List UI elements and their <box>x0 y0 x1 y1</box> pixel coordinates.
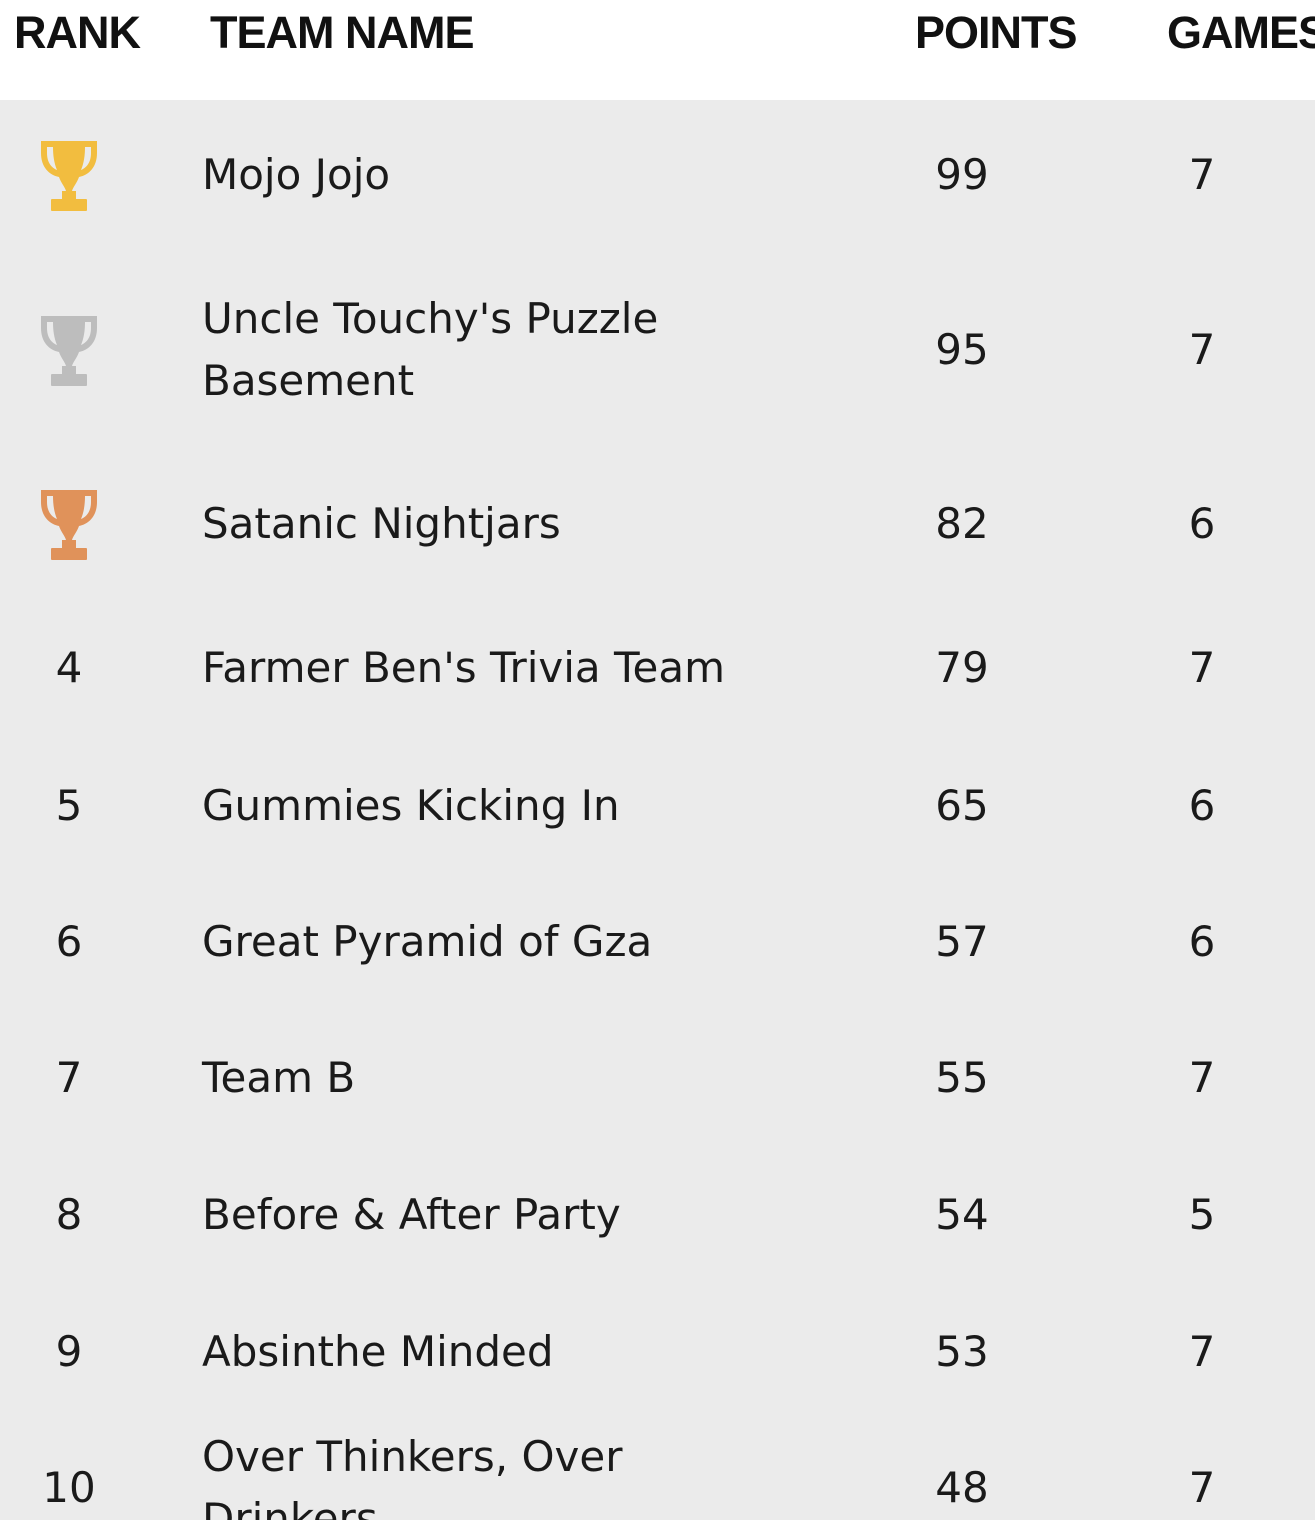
header-rank: RANK <box>14 7 141 58</box>
games-value: 7 <box>1188 1463 1216 1512</box>
header-team-name: TEAM NAME <box>210 7 474 58</box>
team-name: Absinthe Minded <box>202 1327 554 1376</box>
header-games: GAMES <box>1167 7 1315 58</box>
rank-number: 9 <box>55 1327 83 1376</box>
rank-number: 7 <box>55 1053 83 1102</box>
games-value: 7 <box>1188 643 1216 692</box>
table-row: 10 Over Thinkers, Over Drinkers 48 7 <box>0 1420 1315 1520</box>
table-row: 4 Farmer Ben's Trivia Team 79 7 <box>0 598 1315 738</box>
games-value: 6 <box>1188 917 1216 966</box>
points-value: 82 <box>935 499 989 548</box>
team-name: Before & After Party <box>202 1190 621 1239</box>
team-name: Satanic Nightjars <box>202 499 561 548</box>
points-value: 53 <box>935 1327 989 1376</box>
leaderboard-header: RANK TEAM NAME POINTS GAMES <box>0 0 1315 100</box>
rank-number: 6 <box>55 917 83 966</box>
rank-cell <box>18 100 120 250</box>
table-row: 6 Great Pyramid of Gza 57 6 <box>0 874 1315 1010</box>
games-value: 6 <box>1188 781 1216 830</box>
table-row: 9 Absinthe Minded 53 7 <box>0 1284 1315 1420</box>
team-name: Uncle Touchy's Puzzle Basement <box>202 294 659 405</box>
team-name: Team B <box>202 1053 356 1102</box>
games-value: 7 <box>1188 1053 1216 1102</box>
silver-trophy-icon <box>37 312 101 388</box>
points-value: 54 <box>935 1190 989 1239</box>
games-value: 7 <box>1188 1327 1216 1376</box>
points-value: 99 <box>935 150 989 199</box>
games-value: 7 <box>1188 150 1216 199</box>
bronze-trophy-icon <box>37 486 101 562</box>
gold-trophy-icon <box>37 137 101 213</box>
rank-cell <box>18 450 120 598</box>
rank-number: 10 <box>42 1463 96 1512</box>
points-value: 95 <box>935 325 989 374</box>
table-row: Satanic Nightjars 82 6 <box>0 450 1315 598</box>
table-row: 8 Before & After Party 54 5 <box>0 1146 1315 1284</box>
team-name: Gummies Kicking In <box>202 781 620 830</box>
team-name: Farmer Ben's Trivia Team <box>202 643 726 692</box>
table-row: 5 Gummies Kicking In 65 6 <box>0 738 1315 874</box>
rank-number: 5 <box>55 781 83 830</box>
table-row: 7 Team B 55 7 <box>0 1010 1315 1146</box>
points-value: 79 <box>935 643 989 692</box>
team-name: Over Thinkers, Over Drinkers <box>202 1432 623 1520</box>
table-row: Mojo Jojo 99 7 <box>0 100 1315 250</box>
games-value: 5 <box>1188 1190 1216 1239</box>
table-row: Uncle Touchy's Puzzle Basement 95 7 <box>0 250 1315 450</box>
rank-number: 4 <box>55 643 83 692</box>
points-value: 65 <box>935 781 989 830</box>
leaderboard-body: Mojo Jojo 99 7 Uncle Touchy's Puzzle Bas… <box>0 100 1315 1520</box>
rank-number: 8 <box>55 1190 83 1239</box>
rank-cell <box>18 250 120 450</box>
team-name: Mojo Jojo <box>202 150 391 199</box>
points-value: 55 <box>935 1053 989 1102</box>
header-points: POINTS <box>915 7 1078 58</box>
games-value: 7 <box>1188 325 1216 374</box>
team-name: Great Pyramid of Gza <box>202 917 653 966</box>
points-value: 57 <box>935 917 989 966</box>
games-value: 6 <box>1188 499 1216 548</box>
points-value: 48 <box>935 1463 989 1512</box>
